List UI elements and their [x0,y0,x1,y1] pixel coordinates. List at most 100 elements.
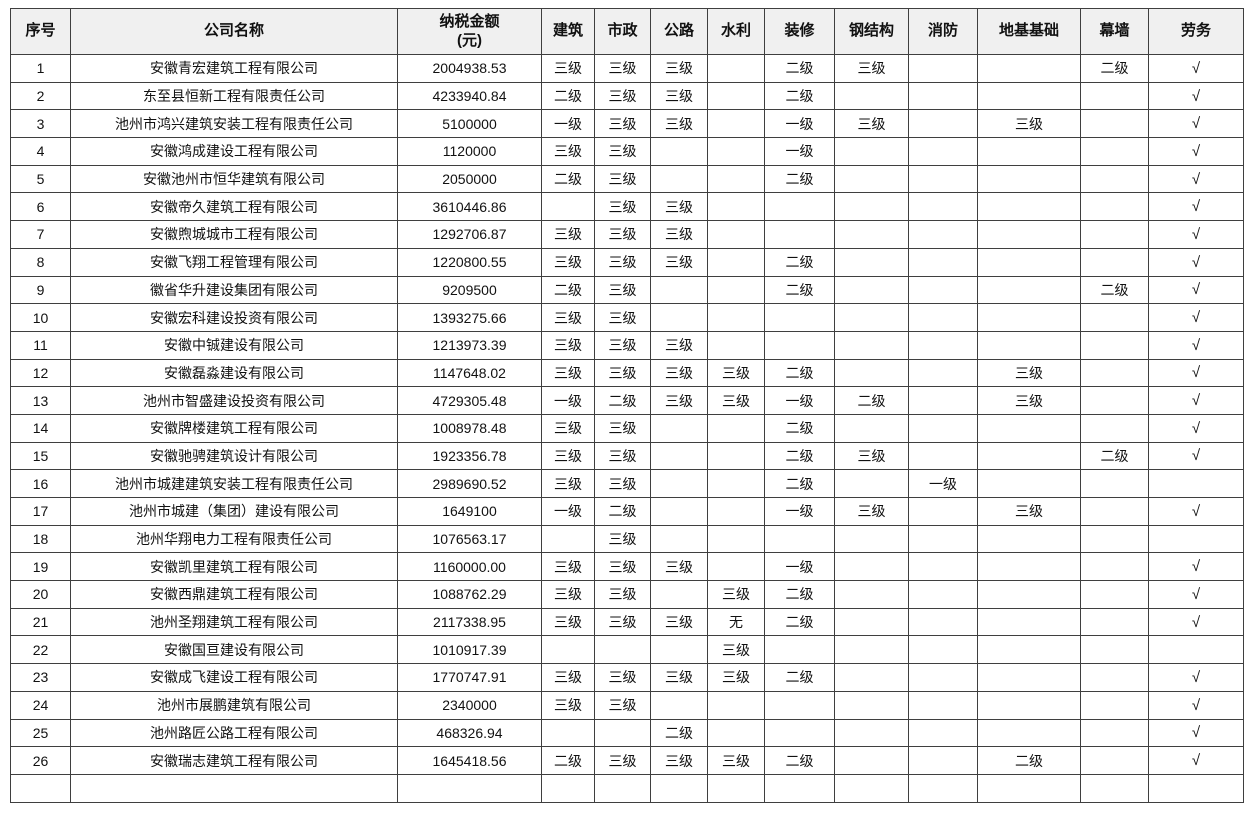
cell-decoration: 二级 [764,580,835,609]
cell-row-number: 3 [10,109,71,139]
cell-foundation [977,247,1081,277]
table-row: 6 安徽帝久建筑工程有限公司 3610446.86 三级 三级 √ [10,192,1244,222]
cell-tax-amount: 2989690.52 [397,469,542,498]
cell-labor: √ [1148,718,1244,748]
cell-company-name: 池州市鸿兴建筑安装工程有限责任公司 [70,109,398,139]
cell-labor [1148,635,1244,665]
cell-curtain-wall [1080,137,1149,166]
cell-decoration [764,220,835,249]
cell-municipal: 三级 [594,220,651,249]
cell-curtain-wall [1080,413,1149,443]
cell-curtain-wall [1080,303,1149,332]
cell-company-name: 池州华翔电力工程有限责任公司 [70,524,398,554]
cell-row-number: 23 [10,663,71,692]
cell-foundation [977,469,1081,498]
cell-decoration: 二级 [764,54,835,83]
cell-construction: 三级 [541,663,595,692]
table-row: 18 池州华翔电力工程有限责任公司 1076563.17 三级 [10,524,1244,554]
cell-highway: 三级 [650,607,708,637]
cell-municipal: 三级 [594,164,651,194]
cell-row-number: 15 [10,441,71,471]
cell-decoration [764,718,835,748]
cell-fire-protection [908,358,978,388]
cell-steel-structure [834,413,909,443]
cell-fire-protection [908,552,978,582]
cell-decoration [764,303,835,332]
cell-tax-amount: 9209500 [397,275,542,305]
cell-foundation [977,718,1081,748]
cell-row-number: 13 [10,386,71,415]
cell-fire-protection [908,497,978,526]
cell-fire-protection [908,247,978,277]
cell-decoration: 二级 [764,358,835,388]
cell-water-conservancy: 三级 [707,358,765,388]
cell-fire-protection [908,690,978,720]
table-row: 3 池州市鸿兴建筑安装工程有限责任公司 5100000 一级 三级 三级 一级 三级 三级 √ [10,109,1244,139]
table-row: 22 安徽国亘建设有限公司 1010917.39 三级 [10,635,1244,665]
cell-row-number: 12 [10,358,71,388]
cell-municipal: 三级 [594,580,651,609]
cell-fire-protection [908,580,978,609]
cell-labor [1148,773,1244,803]
cell-tax-amount: 1120000 [397,137,542,166]
cell-highway [650,773,708,803]
cell-water-conservancy [707,164,765,194]
cell-company-name: 安徽中铖建设有限公司 [70,330,398,360]
cell-decoration: 二级 [764,81,835,111]
cell-steel-structure [834,164,909,194]
cell-construction [541,718,595,748]
cell-foundation: 三级 [977,358,1081,388]
cell-steel-structure [834,635,909,665]
cell-decoration: 二级 [764,469,835,498]
cell-labor: √ [1148,275,1244,305]
cell-foundation: 三级 [977,109,1081,139]
cell-foundation [977,441,1081,471]
cell-curtain-wall [1080,524,1149,554]
cell-tax-amount: 1923356.78 [397,441,542,471]
table-row-partial [10,773,1244,803]
cell-fire-protection [908,330,978,360]
cell-steel-structure [834,524,909,554]
cell-tax-amount: 2004938.53 [397,54,542,83]
cell-municipal: 三级 [594,413,651,443]
cell-construction: 三级 [541,247,595,277]
cell-foundation [977,552,1081,582]
cell-water-conservancy [707,773,765,803]
cell-construction: 一级 [541,109,595,139]
table-row: 2 东至县恒新工程有限责任公司 4233940.84 二级 三级 三级 二级 √ [10,81,1244,111]
table-row: 21 池州圣翔建筑工程有限公司 2117338.95 三级 三级 三级无二级 √ [10,607,1244,637]
cell-highway [650,469,708,498]
cell-tax-amount: 1010917.39 [397,635,542,665]
cell-construction: 三级 [541,220,595,249]
col-header-decoration: 装修 [764,8,835,55]
cell-foundation [977,54,1081,83]
cell-construction: 三级 [541,441,595,471]
cell-steel-structure [834,469,909,498]
cell-row-number: 5 [10,164,71,194]
cell-fire-protection [908,137,978,166]
cell-municipal: 三级 [594,690,651,720]
cell-foundation [977,303,1081,332]
cell-water-conservancy [707,192,765,222]
company-qualification-table: 序号 公司名称 纳税金额 (元) 建筑 市政 公路 水利 装修 钢结构 消防 地… [10,8,1244,803]
cell-labor: √ [1148,192,1244,222]
table-row: 16 池州市城建建筑安装工程有限责任公司 2989690.52 三级 三级 二级 一级 [10,469,1244,498]
cell-steel-structure [834,303,909,332]
cell-steel-structure [834,552,909,582]
cell-labor: √ [1148,497,1244,526]
cell-highway [650,413,708,443]
cell-fire-protection [908,746,978,775]
cell-fire-protection [908,81,978,111]
cell-row-number: 21 [10,607,71,637]
cell-curtain-wall [1080,718,1149,748]
cell-curtain-wall [1080,358,1149,388]
cell-construction [541,192,595,222]
cell-water-conservancy [707,718,765,748]
cell-steel-structure [834,663,909,692]
cell-curtain-wall [1080,469,1149,498]
cell-tax-amount: 1220800.55 [397,247,542,277]
cell-fire-protection: 一级 [908,469,978,498]
cell-steel-structure [834,358,909,388]
cell-decoration: 二级 [764,663,835,692]
cell-municipal: 三级 [594,746,651,775]
